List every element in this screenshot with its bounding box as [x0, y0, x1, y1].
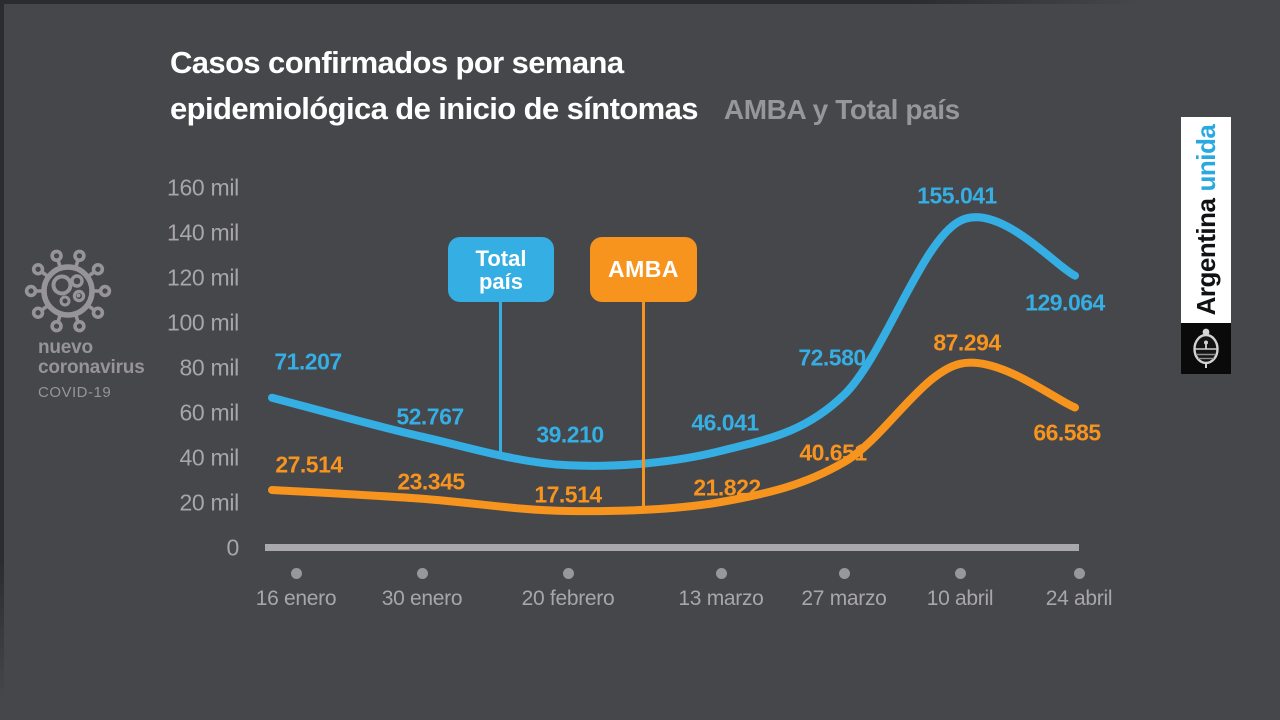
value-label-total-pais: 46.041: [691, 409, 759, 436]
covid19-label: COVID-19: [38, 384, 112, 401]
coat-of-arms-box: [1181, 323, 1231, 374]
legend-amba-label: AMBA: [608, 256, 679, 282]
value-label-amba: 40.651: [799, 439, 867, 466]
value-label-amba: 27.514: [275, 451, 343, 478]
y-tick-label: 20 mil: [179, 489, 239, 516]
legend-total-pais: Total país: [448, 237, 554, 302]
y-tick-label: 0: [226, 534, 240, 561]
legend-stem-total-pais: [499, 302, 502, 452]
y-tick-label: 80 mil: [179, 354, 239, 381]
legend-amba: AMBA: [590, 237, 697, 302]
x-tick-label: 27 marzo: [801, 587, 887, 610]
title-block: Casos confirmados por semana epidemiológ…: [170, 40, 1170, 132]
coronavirus-icon: [24, 249, 112, 333]
y-tick-label: 60 mil: [179, 399, 239, 426]
value-label-total-pais: 52.767: [396, 403, 464, 430]
value-label-total-pais: 155.041: [917, 182, 997, 209]
frame-edge-top: [0, 0, 1140, 4]
page-title-line1: Casos confirmados por semana: [170, 45, 624, 80]
value-label-amba: 17.514: [534, 481, 602, 508]
y-tick-label: 160 mil: [166, 174, 239, 201]
frame-edge-left: [0, 0, 4, 700]
x-tick-label: 10 abril: [926, 587, 994, 610]
x-tick-dot: [562, 568, 574, 579]
coronavirus-badge: nuevo coronavirus COVID-19: [22, 244, 152, 401]
y-tick-label: 100 mil: [166, 309, 239, 336]
y-tick-label: 140 mil: [166, 219, 239, 246]
x-tick-label: 30 enero: [381, 587, 463, 610]
x-tick-dot: [954, 568, 966, 579]
x-tick-dot: [1073, 568, 1085, 579]
x-tick-dot: [290, 568, 302, 579]
page-title-line2: epidemiológica de inicio de síntomas: [170, 91, 699, 126]
value-label-amba: 87.294: [933, 329, 1001, 356]
value-label-total-pais: 129.064: [1025, 289, 1105, 316]
x-tick-dot: [416, 568, 428, 579]
value-label-amba: 21.822: [693, 474, 761, 501]
total-pais-line: [268, 213, 1079, 470]
amba-line: [268, 358, 1079, 516]
x-tick-label: 16 enero: [255, 587, 337, 610]
argentina-unida-banner: Argentina unida: [1181, 117, 1231, 323]
x-tick-label: 13 marzo: [678, 587, 764, 610]
value-label-amba: 66.585: [1033, 419, 1101, 446]
x-tick-dot: [715, 568, 727, 579]
legend-total-pais-label: Total país: [475, 245, 527, 294]
legend-stem-amba: [642, 302, 645, 508]
x-tick-dot: [838, 568, 850, 579]
virus-label-line1: nuevo: [38, 337, 93, 358]
x-tick-label: 24 abril: [1045, 587, 1113, 610]
y-tick-label: 120 mil: [166, 264, 239, 291]
value-label-total-pais: 71.207: [274, 348, 342, 375]
x-axis-line: [265, 544, 1079, 551]
value-label-amba: 23.345: [397, 468, 465, 495]
chart-subtitle: AMBA y Total país: [723, 94, 960, 125]
virus-label-line2: coronavirus: [38, 357, 145, 378]
x-tick-label: 20 febrero: [521, 587, 615, 610]
value-label-total-pais: 39.210: [536, 421, 604, 448]
y-tick-label: 40 mil: [179, 444, 239, 471]
argentina-coat-of-arms-icon: [1193, 328, 1219, 368]
value-label-total-pais: 72.580: [798, 344, 866, 371]
